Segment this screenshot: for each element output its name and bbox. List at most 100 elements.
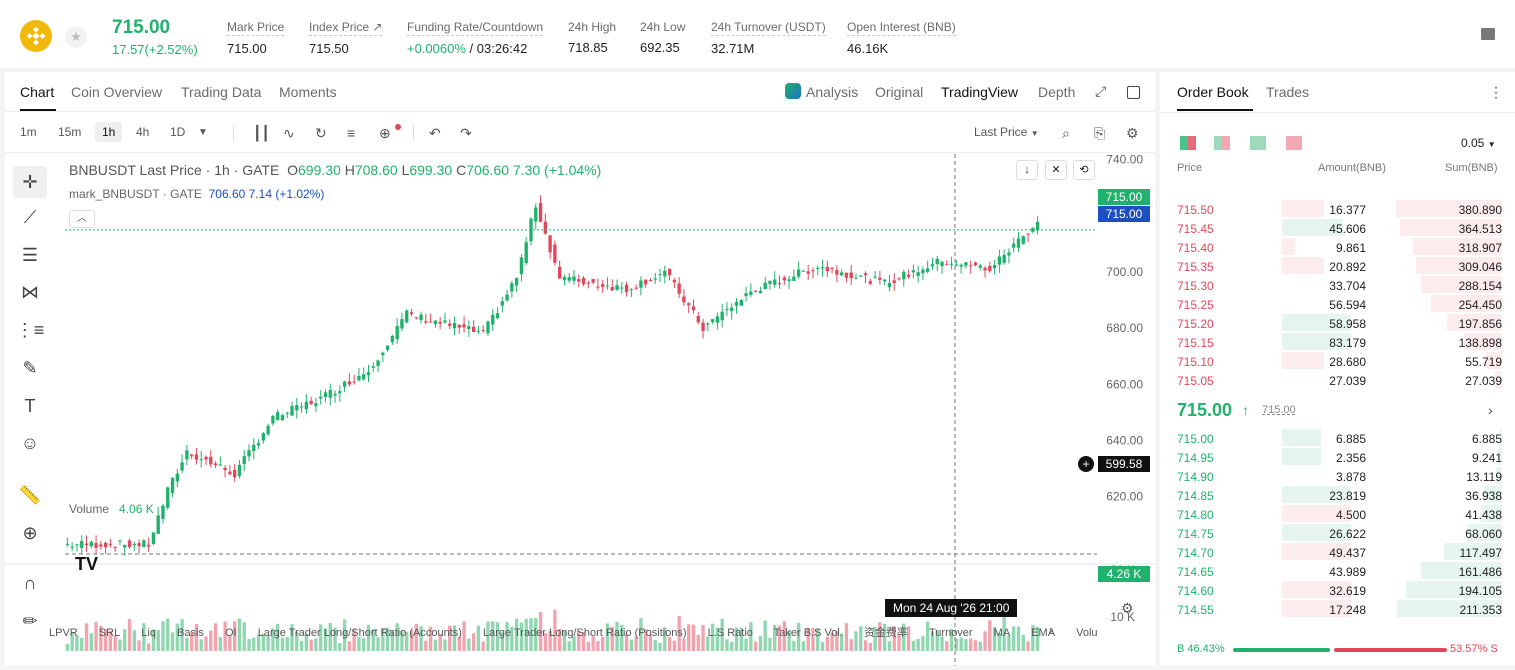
maximize-pane-icon[interactable]: ⟲ <box>1073 160 1095 180</box>
crosshair-icon[interactable]: ✛ <box>13 166 47 198</box>
tab-depth[interactable]: Depth <box>1038 84 1076 100</box>
volume-bar <box>328 622 332 651</box>
volume-bar <box>653 639 657 651</box>
tab-analysis[interactable]: Analysis <box>806 84 859 100</box>
order-book-row[interactable]: 715.10 28.680 55.719 <box>1175 352 1502 371</box>
view-bids-icon[interactable] <box>1250 136 1266 150</box>
trend-line-icon[interactable]: ⟋ <box>23 206 37 227</box>
indicator-ltlsr-accounts[interactable]: Large Trader Long/Short Ratio (Accounts) <box>257 627 462 639</box>
candle-body <box>362 374 366 380</box>
fib-icon[interactable]: ⋮≡ <box>15 319 45 340</box>
timeframe-4h[interactable]: 4h <box>136 125 150 139</box>
text-tool-icon[interactable]: T <box>24 395 36 416</box>
horizontal-lines-icon[interactable]: ☰ <box>21 244 39 265</box>
collapse-legend-button[interactable]: ︿ <box>69 210 95 228</box>
timeframe-1h[interactable]: 1h <box>95 122 123 142</box>
refresh-icon[interactable]: ↻ <box>315 125 327 141</box>
precision-select[interactable]: 0.05 ▼ <box>1461 136 1496 150</box>
order-book-row[interactable]: 715.05 27.039 27.039 <box>1175 371 1502 390</box>
add-indicator-icon[interactable]: ⊕ <box>379 125 391 141</box>
order-book-row[interactable]: 714.80 4.500 41.438 <box>1175 505 1502 524</box>
undo-icon[interactable]: ↶ <box>429 125 441 141</box>
order-book-row[interactable]: 715.15 83.179 138.898 <box>1175 333 1502 352</box>
pattern-icon[interactable]: ⋈ <box>21 281 39 302</box>
tab-chart[interactable]: Chart <box>20 84 55 100</box>
chart-settings-icon[interactable]: ⚙ <box>1121 600 1134 616</box>
order-book-row[interactable]: 714.55 17.248 211.353 <box>1175 600 1502 619</box>
indicator-ema[interactable]: EMA <box>1031 627 1056 639</box>
indicator-lpvr[interactable]: LPVR <box>49 627 78 639</box>
tab-coin-overview[interactable]: Coin Overview <box>71 84 163 100</box>
layout-icon[interactable]: ≡ <box>347 125 356 141</box>
zoom-in-icon[interactable]: ⊕ <box>22 522 38 543</box>
view-split-icon[interactable] <box>1214 136 1230 150</box>
indicator-taker-bs-vol[interactable]: Taker B.S Vol. <box>773 627 843 639</box>
order-book-row[interactable]: 715.35 20.892 309.046 <box>1175 257 1502 276</box>
collapse-icon[interactable]: ✕ <box>1045 160 1067 180</box>
order-book-row[interactable]: 714.65 43.989 161.486 <box>1175 562 1502 581</box>
indicator-oi[interactable]: OI <box>225 627 237 639</box>
view-both-icon[interactable] <box>1180 136 1196 150</box>
expand-icon[interactable]: ⤢ <box>1095 83 1107 99</box>
order-book-row[interactable]: 714.70 49.437 117.497 <box>1175 543 1502 562</box>
indicator-volume[interactable]: Volu <box>1076 627 1098 639</box>
candle-type-icon[interactable]: ┃┃ <box>253 125 270 141</box>
order-book-row[interactable]: 715.45 45.606 364.513 <box>1175 219 1502 238</box>
magnet-icon[interactable]: ∩ <box>23 572 37 593</box>
move-down-icon[interactable]: ↓ <box>1016 160 1038 180</box>
indicator-ma[interactable]: MA <box>993 627 1011 639</box>
brush-icon[interactable]: ✎ <box>22 357 38 378</box>
view-asks-icon[interactable] <box>1286 136 1302 150</box>
timeframe-15m[interactable]: 15m <box>58 125 82 139</box>
order-book-row[interactable]: 714.60 32.619 194.105 <box>1175 581 1502 600</box>
row-sum: 55.719 <box>1465 355 1502 369</box>
candle-body <box>969 265 973 267</box>
indicator-basis[interactable]: Basis <box>177 627 204 639</box>
window-icon[interactable] <box>1127 86 1140 99</box>
camera-icon[interactable]: ⎘ <box>1094 125 1106 141</box>
order-book-row[interactable]: 714.85 23.819 36.938 <box>1175 486 1502 505</box>
volume-bar <box>892 626 896 651</box>
order-book-row[interactable]: 715.00 6.885 6.885 <box>1175 429 1502 448</box>
order-book-row[interactable]: 714.95 2.356 9.241 <box>1175 448 1502 467</box>
indicators-icon[interactable]: ∿ <box>283 125 295 141</box>
indicator-funding-rate[interactable]: 资金费率 <box>863 627 908 639</box>
emoji-icon[interactable]: ☺ <box>20 432 40 453</box>
timeframe-1d[interactable]: 1D <box>170 125 186 139</box>
favorite-star-icon[interactable]: ★ <box>65 26 87 48</box>
chevron-right-icon[interactable]: › <box>1049 622 1054 637</box>
redo-icon[interactable]: ↷ <box>460 125 472 141</box>
indicator-liq[interactable]: Liq <box>141 627 156 639</box>
search-icon[interactable]: ⌕ <box>1062 125 1070 141</box>
pencil-lock-icon[interactable]: ✏ <box>22 610 38 631</box>
order-book-row[interactable]: 715.25 56.594 254.450 <box>1175 295 1502 314</box>
indicator-turnover[interactable]: Turnover <box>928 627 973 639</box>
indicator-srl[interactable]: SRL <box>98 627 121 639</box>
order-book-row[interactable]: 715.50 16.377 380.890 <box>1175 200 1502 219</box>
order-book-row[interactable]: 714.75 26.622 68.060 <box>1175 524 1502 543</box>
order-book-row[interactable]: 715.20 58.958 197.856 <box>1175 314 1502 333</box>
tab-trades[interactable]: Trades <box>1266 84 1310 100</box>
tab-tradingview[interactable]: TradingView <box>941 84 1019 100</box>
add-alert-icon[interactable]: + <box>1078 456 1094 472</box>
ruler-icon[interactable]: 📏 <box>18 484 42 505</box>
indicator-ltlsr-positions[interactable]: Large Trader Long/Short Ratio (Positions… <box>482 627 687 639</box>
settings-gear-icon[interactable]: ⚙ <box>1126 125 1139 141</box>
timeframe-dropdown-icon[interactable]: ▼ <box>198 127 208 138</box>
timeframe-1m[interactable]: 1m <box>20 125 37 139</box>
tab-moments[interactable]: Moments <box>279 84 337 100</box>
price-type-select[interactable]: Last Price ▼ <box>974 125 1039 139</box>
order-book-row[interactable]: 714.90 3.878 13.119 <box>1175 467 1502 486</box>
tab-order-book[interactable]: Order Book <box>1177 84 1249 100</box>
indicator-ls-ratio[interactable]: L.S Ratio <box>707 627 753 639</box>
book-icon[interactable] <box>1481 28 1495 40</box>
order-book-row[interactable]: 715.30 33.704 288.154 <box>1175 276 1502 295</box>
order-book-row[interactable]: 715.40 9.861 318.907 <box>1175 238 1502 257</box>
chevron-right-icon[interactable]: › <box>1488 402 1493 418</box>
tab-trading-data[interactable]: Trading Data <box>181 84 262 100</box>
volume-bar <box>137 640 141 651</box>
tab-original[interactable]: Original <box>875 84 924 100</box>
stat-index-price[interactable]: Index Price ↗ 715.50 <box>309 20 383 56</box>
more-options-icon[interactable]: ⋮ <box>1489 84 1503 100</box>
price-chart[interactable]: 740.00720.00700.00680.00660.00640.00620.… <box>5 154 1155 666</box>
